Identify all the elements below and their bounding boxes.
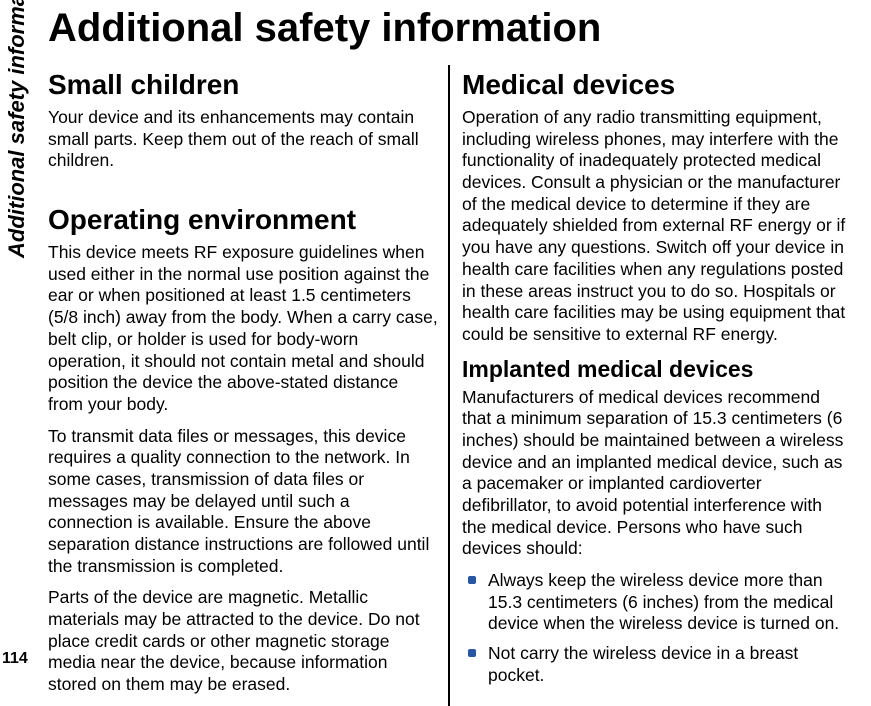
heading-medical-devices: Medical devices (462, 69, 848, 101)
page-title: Additional safety information (48, 6, 860, 51)
para-operating-env-2: To transmit data files or messages, this… (48, 426, 438, 578)
section-tab-label: Additional safety information (4, 0, 30, 258)
heading-operating-env: Operating environment (48, 204, 438, 236)
page-body: Additional safety information Small chil… (48, 0, 860, 668)
list-item: Always keep the wireless device more tha… (462, 570, 848, 635)
para-operating-env-1: This device meets RF exposure guidelines… (48, 242, 438, 416)
heading-implanted-devices: Implanted medical devices (462, 356, 848, 383)
para-implanted-devices: Manufacturers of medical devices recomme… (462, 387, 848, 561)
para-operating-env-3: Parts of the device are magnetic. Metall… (48, 587, 438, 695)
para-medical-devices: Operation of any radio transmitting equi… (462, 107, 848, 346)
two-column-layout: Small children Your device and its enhan… (48, 65, 860, 706)
heading-small-children: Small children (48, 69, 438, 101)
para-small-children: Your device and its enhancements may con… (48, 107, 438, 172)
page-number: 114 (2, 650, 28, 668)
bullet-list: Always keep the wireless device more tha… (462, 570, 848, 686)
right-column: Medical devices Operation of any radio t… (448, 65, 858, 706)
left-column: Small children Your device and its enhan… (48, 65, 448, 706)
list-item: Not carry the wireless device in a breas… (462, 643, 848, 686)
sidebar-tab: Additional safety information Draft 114 (0, 0, 38, 668)
